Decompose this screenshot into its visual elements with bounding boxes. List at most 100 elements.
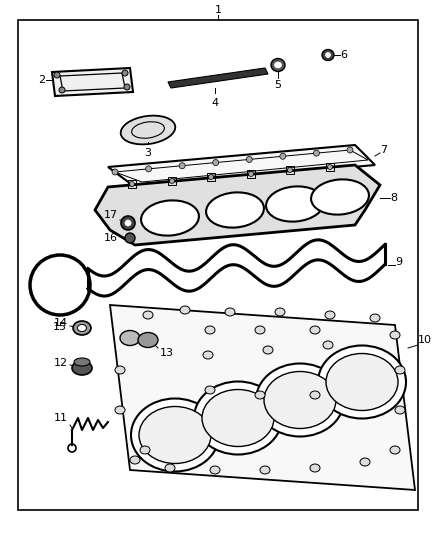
Ellipse shape: [141, 200, 199, 236]
Circle shape: [248, 172, 254, 176]
Ellipse shape: [74, 358, 90, 366]
Circle shape: [145, 166, 152, 172]
Ellipse shape: [203, 351, 213, 359]
Ellipse shape: [121, 116, 175, 144]
Text: 16: 16: [104, 233, 118, 243]
Bar: [286, 166, 294, 174]
Ellipse shape: [72, 361, 92, 375]
Circle shape: [328, 165, 332, 169]
Text: 4: 4: [212, 98, 219, 108]
Text: 15: 15: [53, 322, 67, 332]
Ellipse shape: [318, 345, 406, 418]
Ellipse shape: [140, 446, 150, 454]
Text: 14: 14: [54, 318, 68, 328]
Ellipse shape: [322, 50, 334, 61]
Text: 5: 5: [275, 80, 282, 90]
Text: 8: 8: [390, 193, 397, 203]
Circle shape: [121, 216, 135, 230]
Circle shape: [287, 167, 293, 173]
Ellipse shape: [138, 333, 158, 348]
Polygon shape: [168, 68, 268, 88]
Ellipse shape: [395, 366, 405, 374]
Text: 10: 10: [418, 335, 432, 345]
Circle shape: [125, 233, 135, 243]
Ellipse shape: [311, 180, 369, 215]
Ellipse shape: [78, 325, 86, 332]
Ellipse shape: [225, 308, 235, 316]
Ellipse shape: [115, 366, 125, 374]
Ellipse shape: [310, 391, 320, 399]
Ellipse shape: [325, 52, 331, 58]
Text: 2: 2: [38, 75, 45, 85]
Text: 6: 6: [340, 50, 347, 60]
Circle shape: [179, 163, 185, 169]
Ellipse shape: [390, 446, 400, 454]
Ellipse shape: [139, 407, 211, 464]
Polygon shape: [52, 68, 133, 96]
Circle shape: [213, 159, 219, 166]
Circle shape: [170, 179, 174, 183]
Circle shape: [280, 154, 286, 159]
Bar: [207, 173, 215, 181]
Ellipse shape: [390, 331, 400, 339]
Ellipse shape: [275, 308, 285, 316]
Ellipse shape: [266, 187, 324, 222]
Text: 9: 9: [395, 257, 402, 267]
Ellipse shape: [205, 386, 215, 394]
Text: 17: 17: [104, 210, 118, 220]
Circle shape: [125, 220, 131, 226]
Ellipse shape: [360, 458, 370, 466]
Ellipse shape: [260, 466, 270, 474]
Ellipse shape: [202, 390, 274, 447]
Text: 12: 12: [54, 358, 68, 368]
Ellipse shape: [255, 391, 265, 399]
Circle shape: [314, 150, 319, 156]
Ellipse shape: [131, 399, 219, 472]
Ellipse shape: [205, 326, 215, 334]
Ellipse shape: [180, 306, 190, 314]
Ellipse shape: [325, 311, 335, 319]
Circle shape: [208, 174, 213, 180]
Ellipse shape: [263, 346, 273, 354]
Ellipse shape: [323, 341, 333, 349]
Bar: [128, 180, 136, 188]
Ellipse shape: [395, 406, 405, 414]
Text: 13: 13: [160, 348, 174, 358]
Ellipse shape: [73, 321, 91, 335]
Bar: [326, 163, 334, 171]
Ellipse shape: [210, 466, 220, 474]
Polygon shape: [88, 240, 385, 296]
Ellipse shape: [264, 372, 336, 429]
Ellipse shape: [130, 456, 140, 464]
Ellipse shape: [165, 464, 175, 472]
Polygon shape: [110, 305, 415, 490]
Bar: [247, 170, 255, 178]
Polygon shape: [95, 165, 380, 245]
Ellipse shape: [255, 326, 265, 334]
Circle shape: [112, 169, 118, 175]
Circle shape: [246, 156, 252, 163]
Circle shape: [124, 84, 130, 90]
Text: 11: 11: [54, 413, 68, 423]
Ellipse shape: [310, 464, 320, 472]
Ellipse shape: [120, 330, 140, 345]
Ellipse shape: [275, 62, 282, 68]
Ellipse shape: [256, 364, 344, 437]
Ellipse shape: [194, 382, 282, 455]
Ellipse shape: [310, 326, 320, 334]
Circle shape: [122, 70, 128, 76]
Polygon shape: [108, 145, 375, 187]
Ellipse shape: [115, 406, 125, 414]
Text: 1: 1: [215, 5, 222, 15]
Bar: [168, 177, 176, 185]
Ellipse shape: [143, 311, 153, 319]
Ellipse shape: [125, 336, 135, 344]
Ellipse shape: [326, 353, 398, 410]
Circle shape: [54, 72, 60, 78]
Text: 7: 7: [380, 145, 387, 155]
Circle shape: [130, 182, 134, 187]
Ellipse shape: [271, 59, 285, 71]
Ellipse shape: [206, 192, 264, 228]
Circle shape: [347, 147, 353, 153]
Text: 3: 3: [145, 148, 152, 158]
